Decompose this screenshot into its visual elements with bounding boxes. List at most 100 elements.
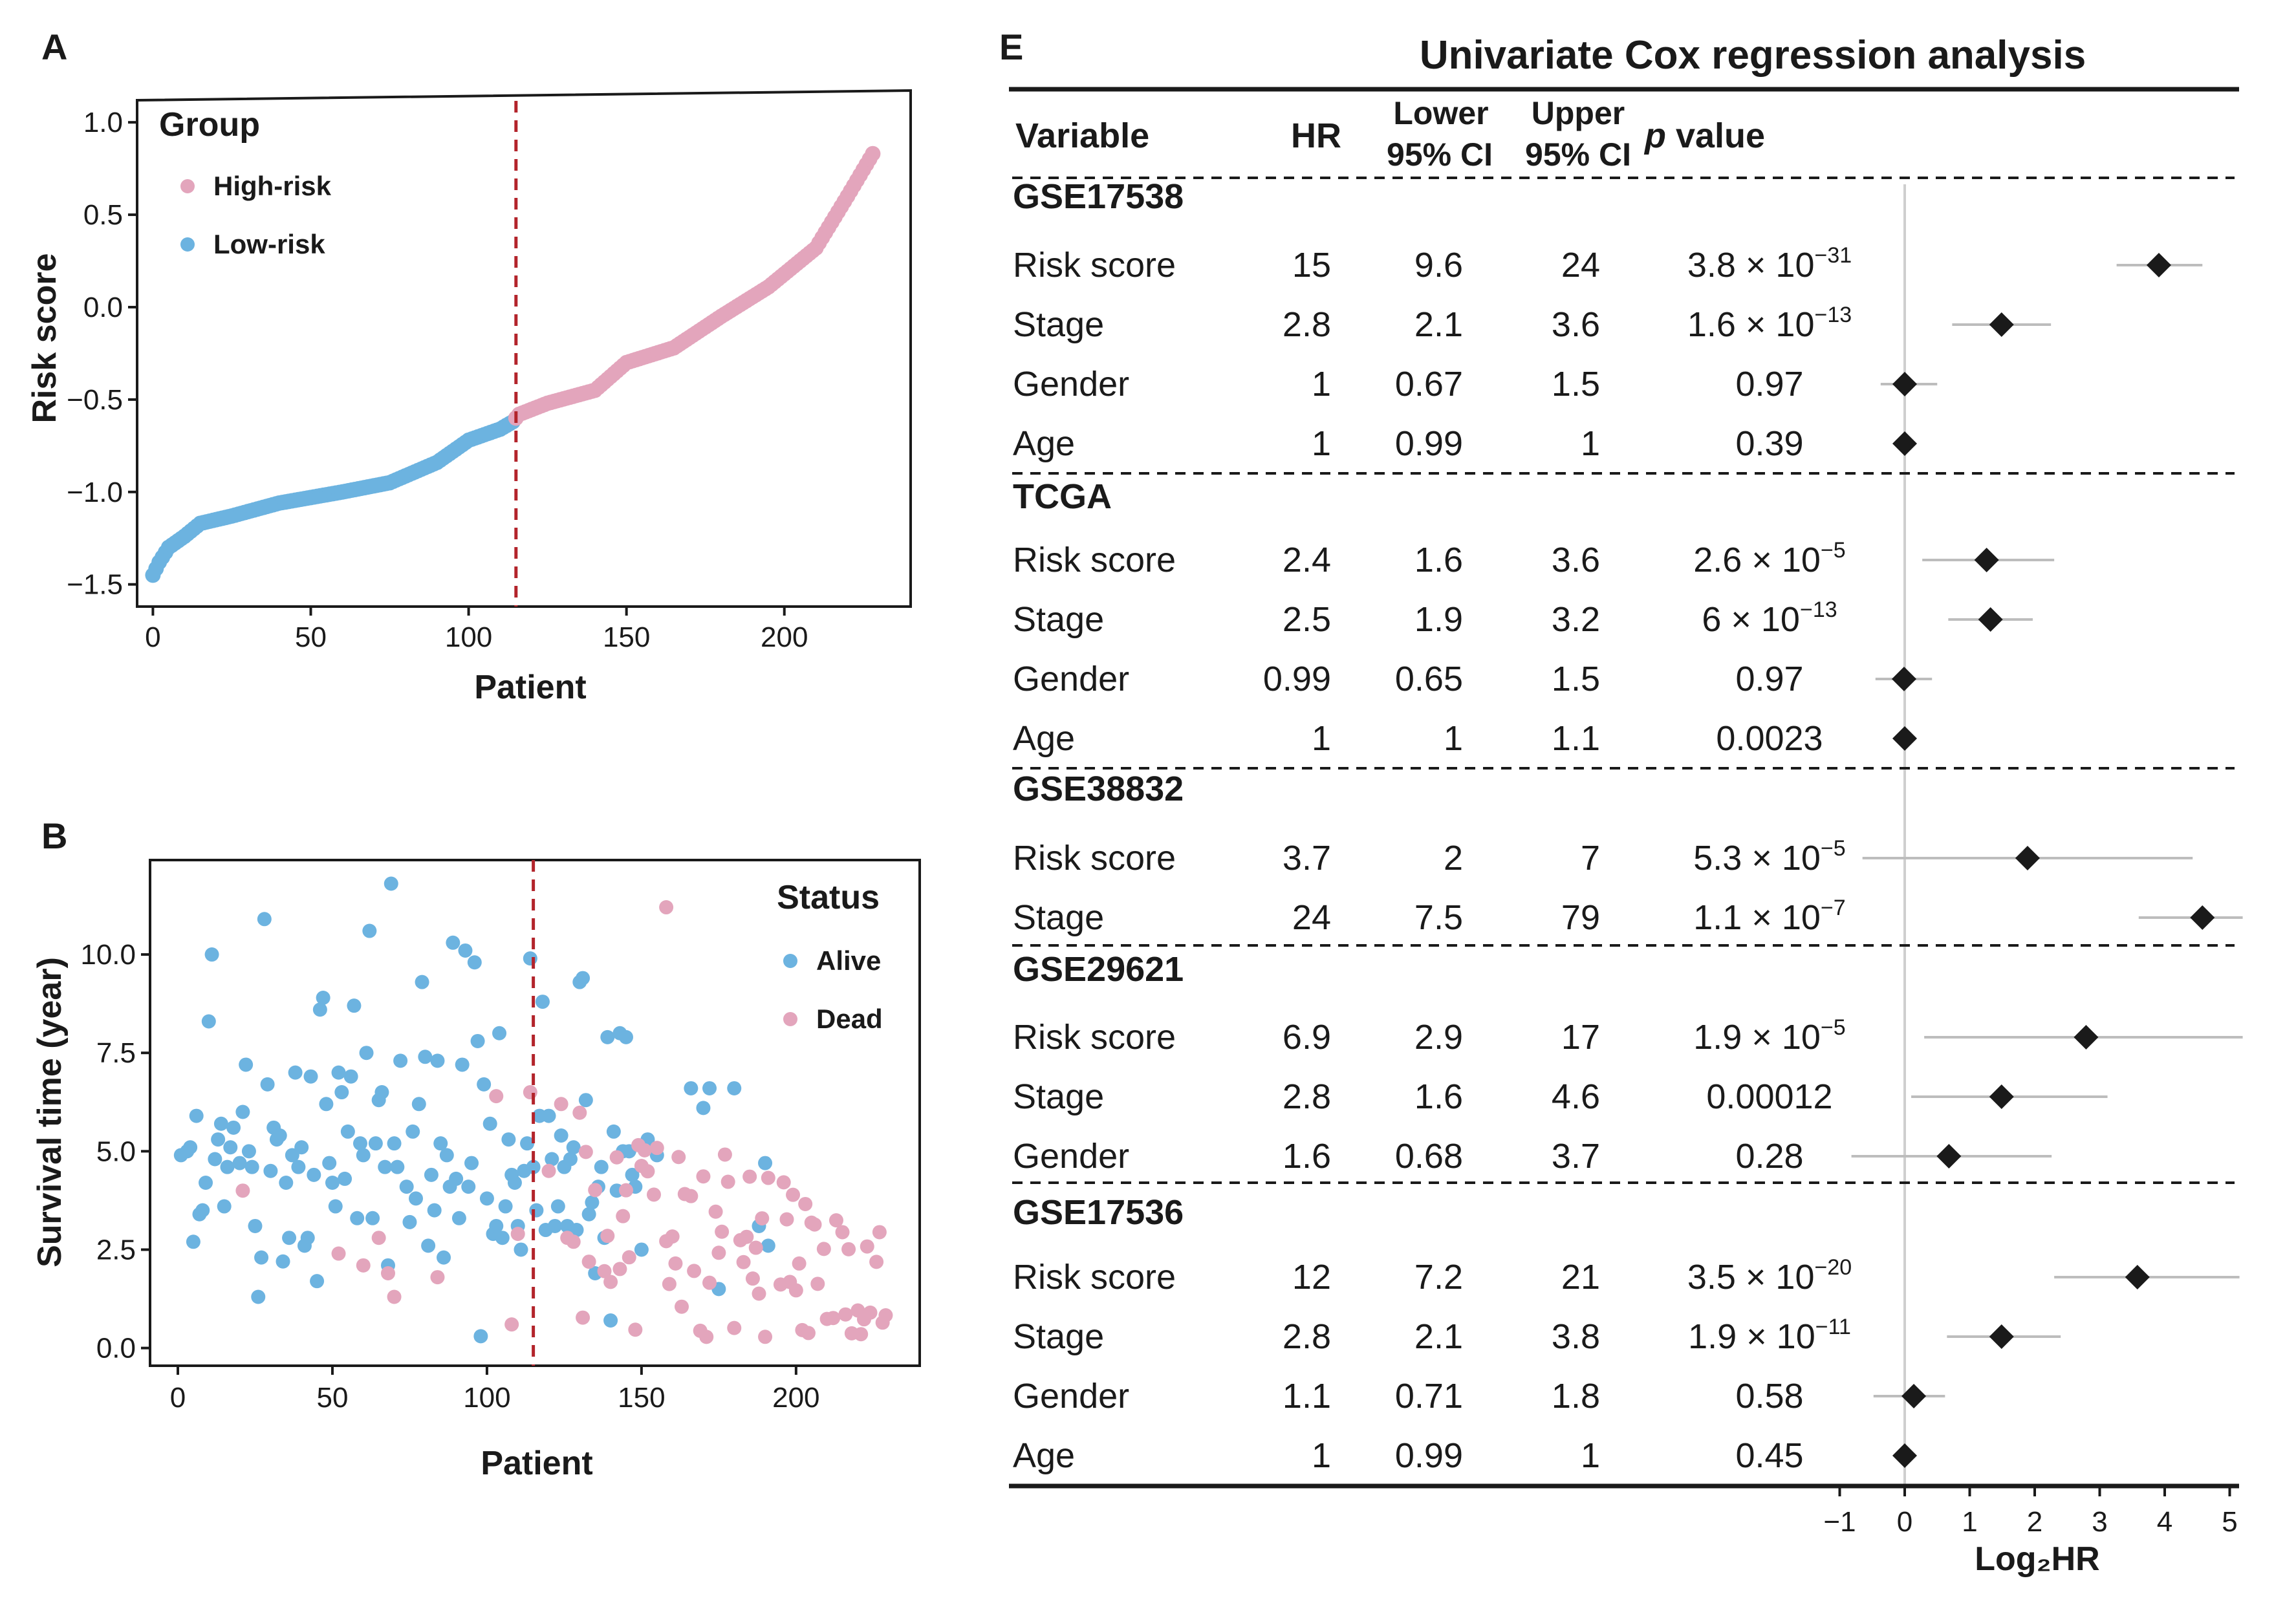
survival-point-alive <box>282 1231 297 1245</box>
panel-a-legend: Group High-risk Low-risk <box>159 106 332 259</box>
p-value-cell-tcga-stage: 6 × 10−13 <box>1702 598 1837 639</box>
hr-cell-tcga-age: 1 <box>1312 719 1331 758</box>
survival-point-alive <box>541 1108 556 1123</box>
survival-point-dead <box>742 1169 757 1184</box>
survival-point-alive <box>585 1195 600 1210</box>
x-tick-label: 0 <box>170 1382 186 1414</box>
hr-marker-gse29621-gender <box>1936 1144 1962 1169</box>
survival-point-dead <box>860 1239 874 1254</box>
survival-point-dead <box>715 1224 730 1239</box>
survival-point-dead <box>356 1258 371 1273</box>
survival-point-dead <box>581 1255 596 1269</box>
survival-point-dead <box>801 1326 816 1341</box>
legend-high-risk-swatch <box>180 179 195 193</box>
survival-point-alive <box>406 1124 420 1139</box>
header-hr: HR <box>1291 116 1341 155</box>
legend-dead-swatch <box>783 1012 797 1026</box>
hr-marker-gse17538-age <box>1892 431 1917 456</box>
survival-point-dead <box>618 1183 633 1198</box>
lower-ci-cell-tcga-stage: 1.9 <box>1414 600 1463 639</box>
panel-b-x-axis-title: Patient <box>481 1445 592 1482</box>
lower-ci-cell-gse17538-age: 0.99 <box>1395 424 1463 463</box>
survival-point-alive <box>421 1238 436 1253</box>
survival-point-alive <box>211 1132 226 1147</box>
survival-point-dead <box>331 1246 346 1261</box>
forest-x-axis-title: Log₂HR <box>1975 1540 2100 1578</box>
survival-point-dead <box>841 1242 856 1256</box>
upper-ci-cell-gse29621-risk-score: 17 <box>1561 1018 1600 1057</box>
survival-point-dead <box>699 1330 714 1344</box>
variable-cell-gse17538-stage: Stage <box>1013 305 1104 344</box>
survival-point-alive <box>189 1108 204 1123</box>
lower-ci-cell-gse17538-gender: 0.67 <box>1395 365 1463 404</box>
survival-point-alive <box>581 1207 596 1222</box>
survival-point-dead <box>622 1250 636 1265</box>
hr-cell-gse29621-gender: 1.6 <box>1283 1137 1331 1176</box>
survival-point-alive <box>276 1254 290 1269</box>
survival-point-alive <box>449 1171 464 1186</box>
survival-point-alive <box>334 1085 349 1100</box>
survival-point-dead <box>687 1264 702 1278</box>
survival-point-alive <box>325 1176 340 1190</box>
hr-cell-gse29621-risk-score: 6.9 <box>1283 1018 1331 1057</box>
survival-point-alive <box>702 1081 717 1095</box>
survival-point-alive <box>501 1132 516 1147</box>
survival-point-alive <box>223 1140 238 1155</box>
header-p-rest: value <box>1666 116 1765 155</box>
survival-point-alive <box>529 1203 544 1218</box>
header-lower-line1: Lower <box>1393 95 1488 131</box>
variable-cell-gse17536-age: Age <box>1013 1436 1075 1475</box>
survival-point-dead <box>430 1270 445 1285</box>
survival-point-alive <box>387 1136 402 1151</box>
survival-point-alive <box>322 1156 337 1170</box>
survival-point-dead <box>736 1255 751 1269</box>
p-value-base: 3.5 × 10 <box>1687 1258 1815 1297</box>
survival-point-alive <box>523 951 537 966</box>
hr-marker-gse17538-gender <box>1892 372 1917 396</box>
survival-point-alive <box>217 1199 232 1214</box>
survival-point-dead <box>755 1211 770 1226</box>
panel-b-label: B <box>41 815 67 856</box>
variable-cell-gse29621-gender: Gender <box>1013 1137 1129 1176</box>
p-value-exponent: −11 <box>1815 1315 1851 1339</box>
upper-ci-cell-tcga-risk-score: 3.6 <box>1552 541 1600 579</box>
survival-point-dead <box>863 1305 878 1320</box>
p-value-base: 1.6 × 10 <box>1687 305 1815 344</box>
legend-low-risk-label: Low-risk <box>213 229 325 259</box>
hr-cell-gse17538-risk-score: 15 <box>1292 246 1331 285</box>
survival-point-alive <box>761 1238 775 1253</box>
lower-ci-cell-gse38832-risk-score: 2 <box>1444 839 1463 878</box>
hr-cell-gse17538-age: 1 <box>1312 424 1331 463</box>
survival-point-dead <box>675 1299 689 1314</box>
survival-point-dead <box>761 1170 775 1185</box>
survival-point-dead <box>776 1175 791 1190</box>
x-tick-label: 50 <box>316 1382 348 1414</box>
survival-point-alive <box>239 1057 254 1072</box>
survival-point-alive <box>578 1093 593 1108</box>
p-value-cell-tcga-age: 0.0023 <box>1716 719 1823 758</box>
variable-cell-gse29621-risk-score: Risk score <box>1013 1018 1176 1057</box>
p-value-exponent: −5 <box>1821 1015 1846 1040</box>
survival-point-alive <box>467 955 482 970</box>
y-tick-label: −1.0 <box>67 477 123 508</box>
variable-cell-gse17538-age: Age <box>1013 424 1075 463</box>
p-value-base: 6 × 10 <box>1702 600 1800 639</box>
y-tick-label: 0.5 <box>83 199 123 231</box>
panel-a-y-axis: 1.0 0.5 0.0 −0.5 −1.0 −1.5 <box>67 107 137 601</box>
variable-cell-gse29621-stage: Stage <box>1013 1077 1104 1116</box>
group-label-gse17536: GSE17536 <box>1013 1193 1184 1232</box>
survival-point-alive <box>479 1191 494 1206</box>
survival-point-alive <box>347 998 362 1013</box>
p-value-base: 0.0023 <box>1716 719 1823 758</box>
survival-point-dead <box>541 1163 556 1178</box>
p-value-base: 0.97 <box>1735 660 1803 698</box>
p-value-base: 1.9 × 10 <box>1688 1317 1815 1356</box>
hr-cell-gse17536-gender: 1.1 <box>1283 1377 1331 1416</box>
survival-point-alive <box>343 1069 358 1084</box>
x-tick-label: 50 <box>295 621 327 653</box>
variable-cell-gse17536-stage: Stage <box>1013 1317 1104 1356</box>
survival-point-dead <box>380 1266 395 1280</box>
survival-point-dead <box>566 1234 581 1249</box>
variable-cell-gse38832-stage: Stage <box>1013 898 1104 937</box>
survival-point-dead <box>838 1307 853 1322</box>
